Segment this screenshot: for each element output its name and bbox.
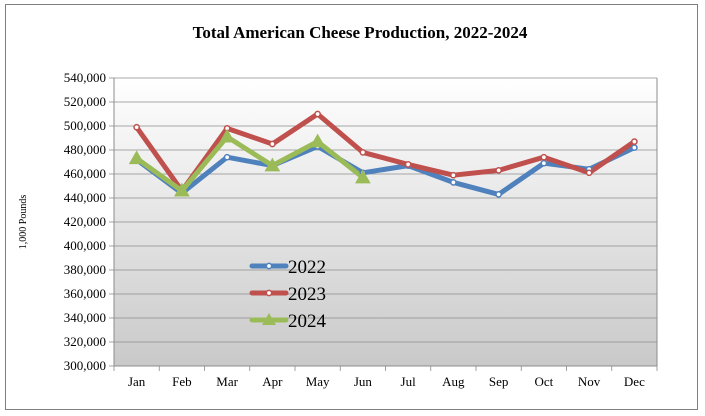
data-point-2023 xyxy=(450,171,457,179)
y-tick-label: 300,000 xyxy=(64,358,106,373)
series-line-2022 xyxy=(134,143,637,197)
data-point-2022 xyxy=(631,144,638,151)
y-tick-label: 520,000 xyxy=(64,94,106,109)
legend-label-2024: 2024 xyxy=(288,311,327,332)
data-point-2023 xyxy=(585,169,593,177)
x-tick-label: Jun xyxy=(354,374,373,389)
data-point-2023 xyxy=(540,153,548,161)
series-line-2023 xyxy=(134,111,637,194)
data-point-2023 xyxy=(631,138,638,145)
legend-marker-2024 xyxy=(262,313,276,325)
y-tick-label: 400,000 xyxy=(64,238,106,253)
y-tick-label: 420,000 xyxy=(64,214,106,229)
data-point-2023 xyxy=(495,167,502,174)
x-tick-label: May xyxy=(306,374,330,389)
x-tick-label: Sep xyxy=(489,374,509,389)
legend-label-2023: 2023 xyxy=(288,284,326,305)
x-tick-label: Nov xyxy=(578,374,601,389)
series-line-2024 xyxy=(134,134,366,194)
chart-title: Total American Cheese Production, 2022-2… xyxy=(193,23,528,42)
data-point-2024 xyxy=(309,133,326,148)
x-tick-label: Mar xyxy=(216,374,238,389)
data-point-2023 xyxy=(404,161,412,168)
data-point-2023 xyxy=(269,140,276,148)
data-point-2023 xyxy=(359,149,367,156)
data-point-2023 xyxy=(133,123,140,131)
legend-marker-2023 xyxy=(265,289,273,297)
y-tick-label: 320,000 xyxy=(64,334,106,349)
data-point-2023 xyxy=(314,110,321,118)
y-tick-label: 500,000 xyxy=(64,118,106,133)
data-point-2024 xyxy=(174,182,190,197)
legend-label-2022: 2022 xyxy=(288,257,326,278)
data-point-2024 xyxy=(128,150,145,165)
x-tick-label: Aug xyxy=(442,374,465,389)
y-tick-label: 360,000 xyxy=(64,286,106,301)
y-tick-label: 380,000 xyxy=(64,262,106,277)
y-axis-label: 1,000 Pounds xyxy=(18,195,29,250)
data-point-2022 xyxy=(540,159,548,167)
y-tick-label: 440,000 xyxy=(64,190,106,205)
y-tick-label: 460,000 xyxy=(64,166,106,181)
data-point-2022 xyxy=(223,153,231,161)
x-tick-label: Jan xyxy=(128,374,146,389)
x-tick-label: Dec xyxy=(624,374,645,389)
legend-marker-2022 xyxy=(265,262,273,270)
data-point-2022 xyxy=(495,191,502,198)
x-tick-label: Oct xyxy=(534,374,553,389)
x-tick-label: Feb xyxy=(172,374,192,389)
data-point-2024 xyxy=(219,128,235,143)
y-tick-label: 340,000 xyxy=(64,310,106,325)
y-tick-label: 480,000 xyxy=(64,142,106,157)
x-tick-label: Apr xyxy=(262,374,283,389)
data-point-2022 xyxy=(450,179,457,186)
x-tick-label: Jul xyxy=(401,374,417,389)
data-point-2024 xyxy=(264,157,281,172)
y-tick-label: 540,000 xyxy=(64,70,106,85)
data-point-2024 xyxy=(355,169,371,184)
